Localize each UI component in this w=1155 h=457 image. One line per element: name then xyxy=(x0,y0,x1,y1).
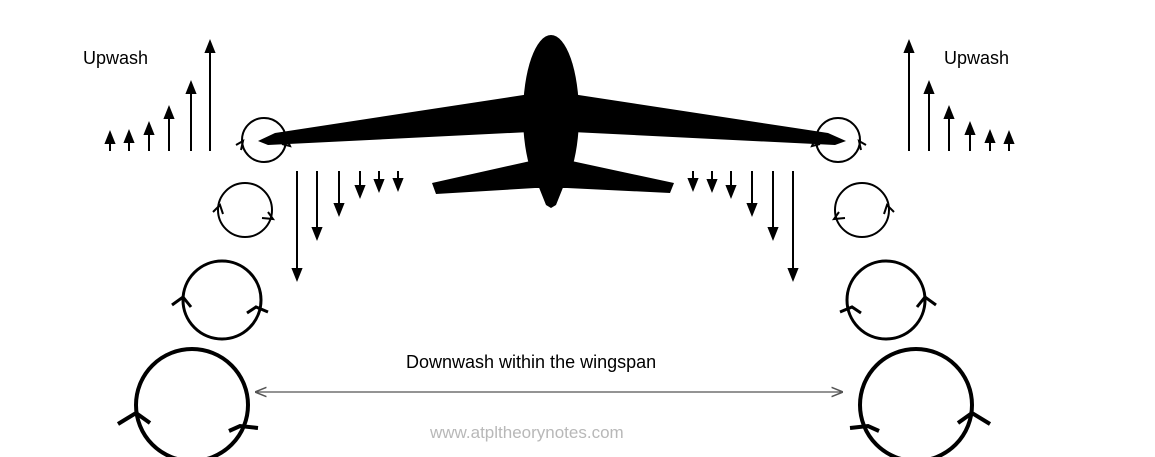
vortex-icon xyxy=(212,182,276,238)
vortex-icon xyxy=(235,117,292,163)
vortices-right xyxy=(810,117,992,457)
watermark: www.atpltheorynotes.com xyxy=(430,423,624,442)
upwash-label-left: Upwash xyxy=(83,48,149,68)
vortices-left xyxy=(116,117,292,457)
downwash-label: Downwash within the wingspan xyxy=(406,352,657,372)
upwash-label-right: Upwash xyxy=(944,48,1010,68)
downwash-arrows-right xyxy=(687,171,799,282)
aircraft-icon xyxy=(258,35,846,208)
upwash-arrows-right xyxy=(903,39,1015,151)
vortex-icon xyxy=(171,259,269,341)
downwash-arrows-left xyxy=(291,171,404,282)
vortex-icon xyxy=(831,182,895,238)
upwash-arrows-left xyxy=(104,39,216,151)
vortex-icon xyxy=(810,117,867,163)
vortex-icon xyxy=(849,347,992,457)
vortex-icon xyxy=(116,347,259,457)
vortex-icon xyxy=(839,259,937,341)
